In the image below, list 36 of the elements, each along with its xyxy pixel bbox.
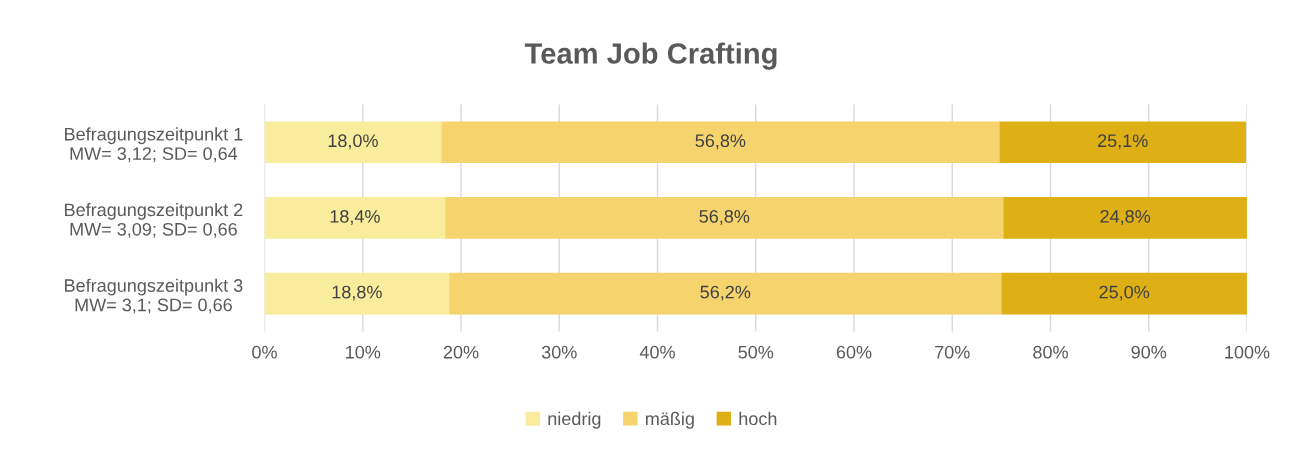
x-tick-label: 30% [541,345,577,359]
bar [999,121,1246,164]
bar [264,197,446,239]
x-tick-label: 50% [738,345,774,359]
bar [1003,197,1247,239]
data-label: 24,8% [1100,209,1151,225]
x-tick-label: 60% [836,345,872,359]
y-tick-label: Befragungszeitpunkt 3 MW= 3,1; SD= 0,66 [65,278,243,314]
data-label: 18,8% [332,285,382,301]
data-label: 25,0% [1099,285,1150,301]
x-tick-label: 100% [1225,345,1270,359]
x-tick-label: 10% [346,345,381,359]
x-tick-label: 90% [1131,345,1167,359]
bar [264,272,450,315]
x-tick-label: 80% [1033,345,1068,359]
bar [264,121,442,164]
y-tick-label: Befragungszeitpunkt 1 MW= 3,12; SD= 0,64 [65,127,243,163]
y-tick-label: Befragungszeitpunkt 2 MW= 3,09; SD= 0,66 [65,202,243,238]
data-label: 18,4% [330,209,380,225]
legend-label: niedrig [548,411,601,429]
data-label: 56,2% [700,285,751,301]
legend-label: mäßig [645,411,694,429]
bar [1001,272,1247,315]
x-tick-label: 40% [639,345,675,359]
data-label: 56,8% [699,209,750,225]
data-label: 18,0% [328,134,378,150]
data-label: 25,1% [1098,134,1148,150]
bar [449,272,1002,315]
x-tick-label: 70% [935,345,970,359]
x-tick-label: 0% [252,345,277,359]
bar [441,121,1000,164]
data-label: 56,8% [695,134,746,150]
legend-label: hoch [739,411,777,426]
chart-title: Team Job Crafting [524,42,777,70]
bar [445,197,1004,239]
x-tick-label: 20% [443,345,479,359]
